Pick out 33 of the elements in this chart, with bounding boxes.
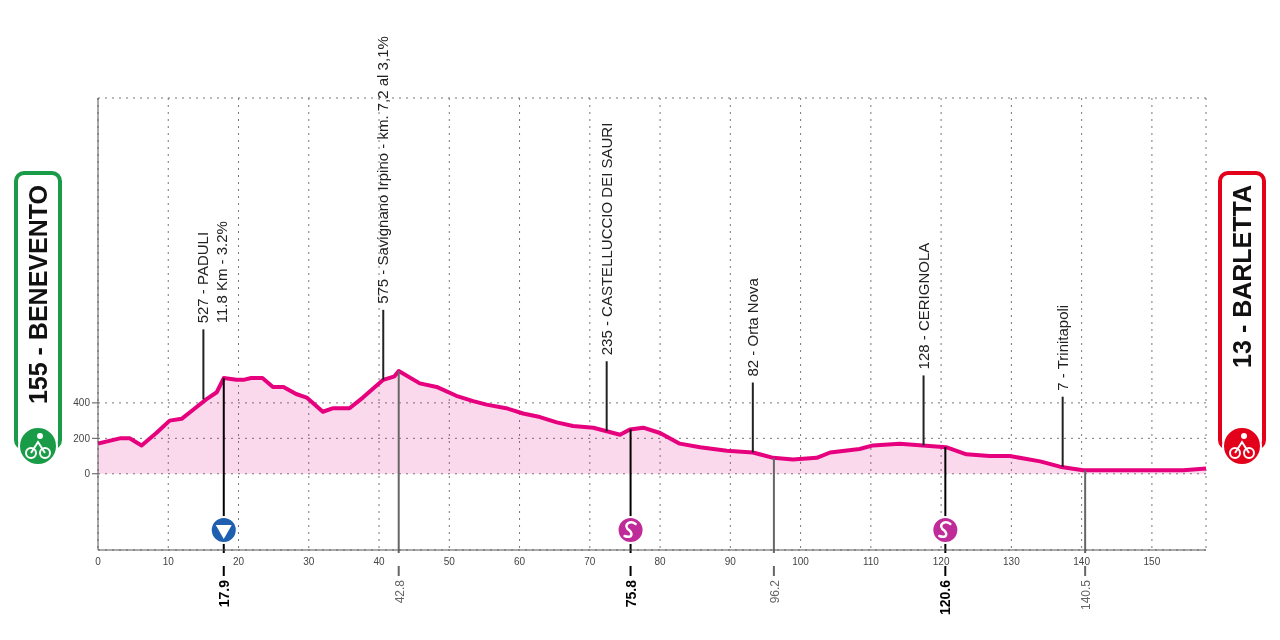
x-tick-label: 110 [862, 556, 880, 568]
x-tick-label: 10 [162, 556, 175, 568]
ref-line-label: 96.2 [767, 579, 782, 604]
x-tick-label: 100 [792, 556, 810, 568]
y-tick-label: 200 [73, 432, 91, 444]
x-tick-label: 60 [514, 556, 526, 568]
annotation: 82 - Orta Nova [743, 277, 761, 377]
annotation: 128 - CERIGNOLA [914, 242, 932, 370]
x-tick-label: 140 [1073, 556, 1091, 568]
ref-line-label: 17.9 [215, 579, 232, 608]
annotation: 527 - PADULI 11.8 Km - 3.2% [194, 221, 231, 324]
x-tick-label: 30 [303, 556, 315, 568]
text: 13 - BARLETTA [1228, 185, 1256, 368]
text: 155 - BENEVENTO [24, 185, 52, 405]
ref-line-label: 75.8 [622, 579, 639, 608]
y-tick-label: 0 [84, 468, 91, 480]
y-tick-label: 400 [73, 397, 91, 409]
ref-line-label: 140.5 [1079, 579, 1094, 611]
x-tick-label: 70 [584, 556, 596, 568]
ref-line-label: 120.6 [937, 579, 954, 616]
x-tick-label: 150 [1143, 556, 1161, 568]
x-tick-label: 130 [1003, 556, 1021, 568]
x-tick-label: 50 [443, 556, 456, 568]
x-tick-label: 0 [95, 556, 102, 568]
ref-line-label: 42.8 [392, 579, 407, 604]
x-tick-label: 120 [932, 556, 950, 568]
annotation: 7 - Trinitapoli [1053, 304, 1071, 391]
annotation: 235 - CASTELLUCCIO DEI SAURI [597, 122, 615, 356]
annotation: 575 - Savignano Irpino - km. 7,2 al 3,1% [374, 36, 392, 304]
x-tick-label: 80 [654, 556, 667, 568]
x-tick-label: 20 [232, 556, 245, 568]
x-tick-label: 90 [724, 556, 737, 568]
x-tick-label: 40 [373, 556, 386, 568]
